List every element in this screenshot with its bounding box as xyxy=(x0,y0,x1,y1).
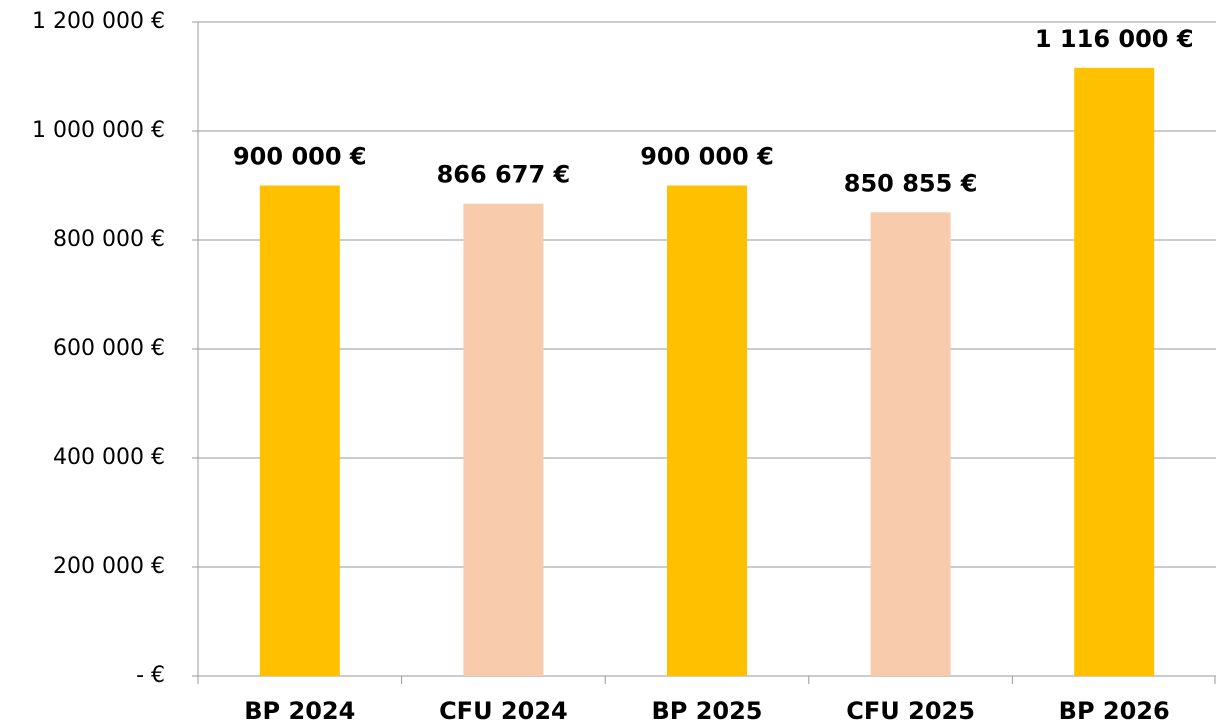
value-label: 1 116 000 € xyxy=(1035,25,1194,53)
bar xyxy=(870,212,951,676)
bar xyxy=(259,185,340,676)
value-label: 850 855 € xyxy=(844,169,978,197)
value-label: 866 677 € xyxy=(437,161,571,189)
y-tick-label: 600 000 € xyxy=(53,336,165,361)
y-tick-label: 1 200 000 € xyxy=(32,9,165,34)
y-tick-label: - € xyxy=(136,663,165,688)
value-label: 900 000 € xyxy=(233,143,367,171)
value-label: 900 000 € xyxy=(640,143,774,171)
x-tick-label: CFU 2025 xyxy=(846,697,975,725)
bar xyxy=(667,185,747,676)
y-tick-label: 200 000 € xyxy=(53,554,165,579)
bar xyxy=(463,203,544,676)
y-tick-label: 1 000 000 € xyxy=(32,118,165,143)
x-tick-label: CFU 2024 xyxy=(439,697,568,725)
x-tick-label: BP 2024 xyxy=(244,697,355,725)
x-tick-label: BP 2025 xyxy=(651,697,762,725)
bar xyxy=(1074,67,1155,676)
y-tick-label: 400 000 € xyxy=(53,445,165,470)
x-tick-label: BP 2026 xyxy=(1059,697,1170,725)
y-tick-label: 800 000 € xyxy=(53,227,165,252)
